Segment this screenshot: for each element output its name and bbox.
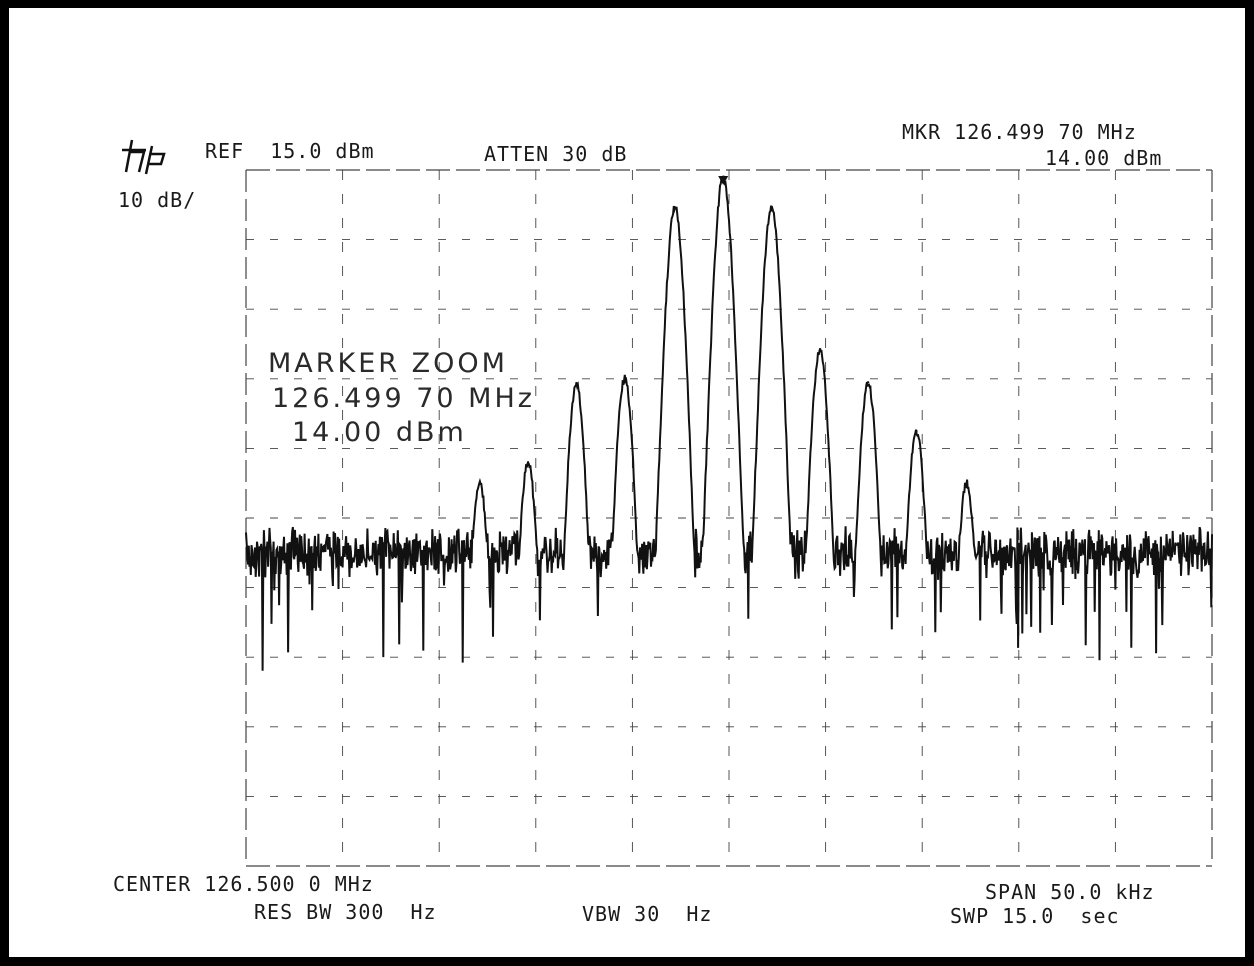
- center-frequency: CENTER 126.500 0 MHz: [113, 872, 374, 896]
- attenuation: ATTEN 30 dB: [484, 142, 628, 166]
- ref-level: REF 15.0 dBm: [205, 139, 375, 163]
- marker-zoom-title: MARKER ZOOM: [268, 348, 508, 379]
- graticule: [245, 169, 1213, 867]
- spectrum-trace: [245, 175, 1213, 671]
- hp-logo-icon: [122, 139, 166, 175]
- scale-per-division: 10 dB/: [118, 188, 197, 212]
- marker-zoom-frequency: 126.499 70 MHz: [272, 383, 535, 414]
- sweep-time: SWP 15.0 sec: [950, 904, 1120, 928]
- marker-triangle: [718, 175, 729, 185]
- marker-zoom-level: 14.00 dBm: [292, 417, 467, 448]
- marker-level: 14.00 dBm: [1045, 146, 1163, 170]
- frequency-span: SPAN 50.0 kHz: [985, 880, 1155, 904]
- resolution-bandwidth: RES BW 300 Hz: [254, 900, 437, 924]
- video-bandwidth: VBW 30 Hz: [582, 902, 713, 926]
- peak-marks: [478, 175, 968, 485]
- marker-frequency: MKR 126.499 70 MHz: [902, 120, 1137, 144]
